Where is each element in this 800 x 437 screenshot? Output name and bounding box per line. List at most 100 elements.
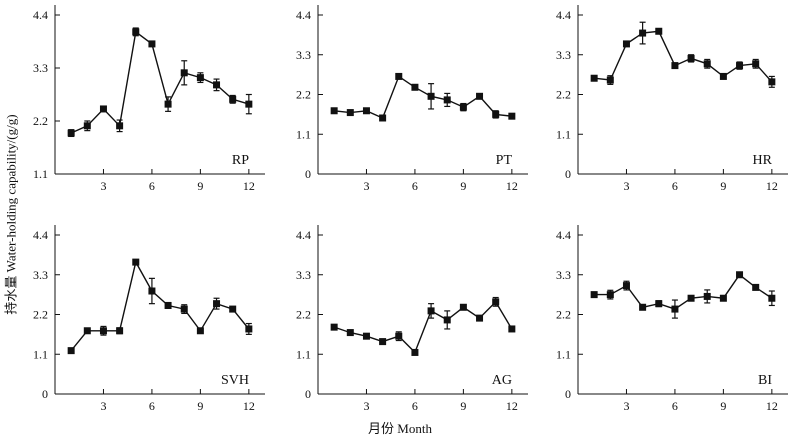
y-tick-label: 1.1 bbox=[296, 347, 311, 361]
data-point bbox=[639, 29, 647, 37]
x-tick-label: 6 bbox=[412, 179, 418, 193]
x-tick-label: 6 bbox=[672, 399, 678, 413]
x-tick-label: 3 bbox=[100, 399, 106, 413]
x-tick-label: 12 bbox=[506, 399, 518, 413]
x-tick-label: 12 bbox=[243, 179, 255, 193]
data-point bbox=[180, 305, 188, 313]
y-tick-label: 4.4 bbox=[296, 8, 311, 22]
data-point bbox=[606, 291, 614, 299]
data-point bbox=[379, 114, 387, 122]
x-tick-label: 3 bbox=[623, 399, 629, 413]
data-point bbox=[164, 100, 172, 108]
data-point bbox=[492, 298, 500, 306]
y-tick-label: 4.4 bbox=[556, 228, 571, 242]
x-tick-label: 3 bbox=[100, 179, 106, 193]
data-point bbox=[687, 54, 695, 62]
x-tick-label: 12 bbox=[506, 179, 518, 193]
y-tick-label: 3.3 bbox=[296, 268, 311, 282]
data-point bbox=[719, 72, 727, 80]
series-line bbox=[334, 75, 512, 119]
series-line bbox=[70, 260, 250, 352]
y-tick-label: 3.3 bbox=[33, 268, 48, 282]
x-tick-label: 12 bbox=[766, 399, 778, 413]
panel-bi: 0 1.1 2.2 3.3 4.4 3 6 9 12 BI bbox=[556, 225, 788, 413]
panel-label: SVH bbox=[221, 373, 249, 388]
series-line bbox=[333, 300, 513, 354]
data-point bbox=[148, 40, 156, 48]
data-point bbox=[245, 100, 253, 108]
y-tick-label: 3.3 bbox=[556, 48, 571, 62]
y-tick-label: 0 bbox=[565, 387, 571, 401]
data-point bbox=[736, 271, 744, 279]
data-point bbox=[655, 27, 663, 35]
y-tick-label: 2.2 bbox=[296, 308, 311, 322]
data-point bbox=[132, 258, 140, 266]
data-point bbox=[427, 92, 435, 100]
y-tick-label: 2.2 bbox=[296, 88, 311, 102]
data-point bbox=[476, 92, 484, 100]
data-point bbox=[116, 327, 124, 335]
y-tick-label: 4.4 bbox=[296, 228, 311, 242]
series-line bbox=[70, 30, 249, 134]
x-tick-label: 9 bbox=[460, 399, 466, 413]
x-axis-label: 月份 Month bbox=[368, 421, 432, 436]
data-point bbox=[752, 60, 760, 68]
y-tick-label: 1.1 bbox=[33, 347, 48, 361]
data-point bbox=[395, 332, 403, 340]
data-point bbox=[443, 96, 451, 104]
data-point bbox=[443, 316, 451, 324]
data-point bbox=[116, 122, 124, 130]
x-tick-label: 3 bbox=[363, 179, 369, 193]
y-tick-label: 1.1 bbox=[296, 127, 311, 141]
y-tick-label: 0 bbox=[305, 387, 311, 401]
panel-label: BI bbox=[758, 373, 772, 388]
panel-hr: 0 1.1 2.2 3.3 4.4 3 6 9 12 HR bbox=[556, 5, 788, 193]
data-point bbox=[229, 305, 237, 313]
data-point bbox=[671, 62, 679, 70]
y-tick-label: 1.1 bbox=[556, 127, 571, 141]
y-tick-label: 2.2 bbox=[33, 114, 48, 128]
data-point bbox=[752, 283, 760, 291]
data-point bbox=[768, 294, 776, 302]
x-tick-label: 9 bbox=[720, 179, 726, 193]
data-point bbox=[687, 294, 695, 302]
panel-svh: 0 1.1 2.2 3.3 4.4 3 6 9 12 SVH bbox=[33, 225, 265, 413]
data-point bbox=[99, 327, 107, 335]
x-tick-label: 6 bbox=[149, 179, 155, 193]
data-point bbox=[590, 291, 598, 299]
data-point bbox=[213, 300, 221, 308]
data-point bbox=[330, 107, 338, 115]
data-point bbox=[362, 107, 370, 115]
x-tick-label: 9 bbox=[460, 179, 466, 193]
data-point bbox=[83, 327, 91, 335]
series-line bbox=[594, 30, 773, 83]
data-point bbox=[411, 348, 419, 356]
data-point bbox=[196, 74, 204, 82]
data-point bbox=[67, 129, 75, 137]
data-point bbox=[459, 303, 467, 311]
data-point bbox=[330, 323, 338, 331]
data-point bbox=[67, 347, 75, 355]
y-tick-label: 0 bbox=[305, 167, 311, 181]
data-point bbox=[83, 122, 91, 130]
y-tick-label: 2.2 bbox=[556, 88, 571, 102]
panel-pt: 0 1.1 2.2 3.3 4.4 3 6 9 12 PT bbox=[296, 5, 528, 193]
data-point bbox=[639, 303, 647, 311]
data-point bbox=[703, 292, 711, 300]
x-tick-label: 6 bbox=[672, 179, 678, 193]
y-tick-label: 1.1 bbox=[556, 347, 571, 361]
y-tick-label: 3.3 bbox=[296, 48, 311, 62]
x-tick-label: 3 bbox=[623, 179, 629, 193]
x-tick-label: 12 bbox=[766, 179, 778, 193]
data-point bbox=[492, 110, 500, 118]
y-tick-label: 3.3 bbox=[33, 61, 48, 75]
data-point bbox=[671, 305, 679, 313]
data-point bbox=[229, 95, 237, 103]
data-point bbox=[180, 69, 188, 77]
data-point bbox=[622, 40, 630, 48]
data-point bbox=[703, 60, 711, 68]
data-point bbox=[379, 338, 387, 346]
data-point bbox=[590, 74, 598, 82]
